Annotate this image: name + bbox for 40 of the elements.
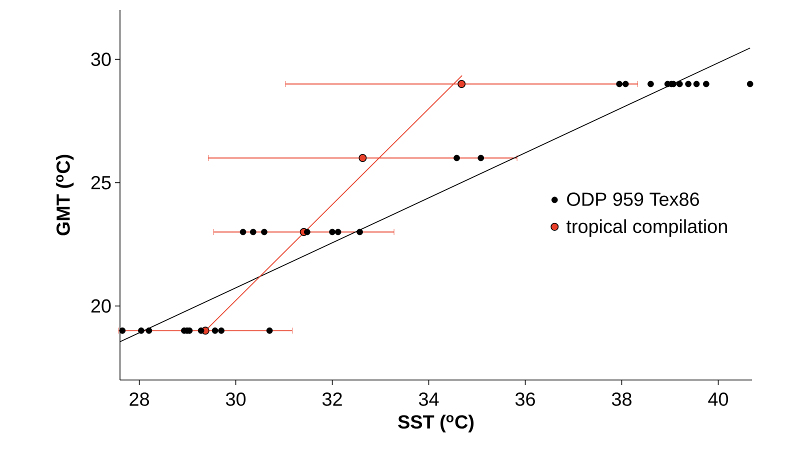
point xyxy=(138,327,144,334)
point xyxy=(693,80,700,88)
x-tick-label: 38 xyxy=(612,392,632,406)
point xyxy=(702,80,710,88)
x-tick-label: 34 xyxy=(418,392,439,406)
point xyxy=(458,80,466,88)
point xyxy=(746,80,754,88)
point xyxy=(261,228,268,236)
point xyxy=(218,327,224,334)
point xyxy=(304,228,310,236)
point xyxy=(212,327,218,334)
point xyxy=(616,80,623,88)
point xyxy=(356,228,363,236)
point xyxy=(676,80,683,88)
point xyxy=(622,80,629,88)
point xyxy=(240,228,246,236)
point xyxy=(454,154,460,162)
x-tick-label: 36 xyxy=(515,392,535,406)
legend-label: tropical compilation xyxy=(566,219,727,237)
y-tick-label: 20 xyxy=(91,299,111,313)
point xyxy=(146,327,152,334)
point xyxy=(685,80,692,88)
point xyxy=(329,228,336,236)
x-axis-title: SST ($^{o}$C) xyxy=(398,414,474,432)
point xyxy=(250,228,256,236)
y-tick-label: 25 xyxy=(91,176,111,190)
x-tick-label: 30 xyxy=(226,392,246,406)
point xyxy=(198,327,204,334)
x-tick-label: 32 xyxy=(322,392,342,406)
point xyxy=(358,154,367,162)
point xyxy=(266,327,273,334)
point xyxy=(478,154,484,162)
y-axis-title: GMT ($^{o}$C) xyxy=(56,154,74,236)
x-tick-label: 28 xyxy=(130,392,149,406)
point xyxy=(334,228,342,236)
legend-label: ODP 959 Tex86 xyxy=(567,192,699,206)
point xyxy=(119,327,126,334)
x-tick-label: 40 xyxy=(708,392,728,406)
y-tick-label: 30 xyxy=(91,52,111,66)
point xyxy=(648,80,654,88)
